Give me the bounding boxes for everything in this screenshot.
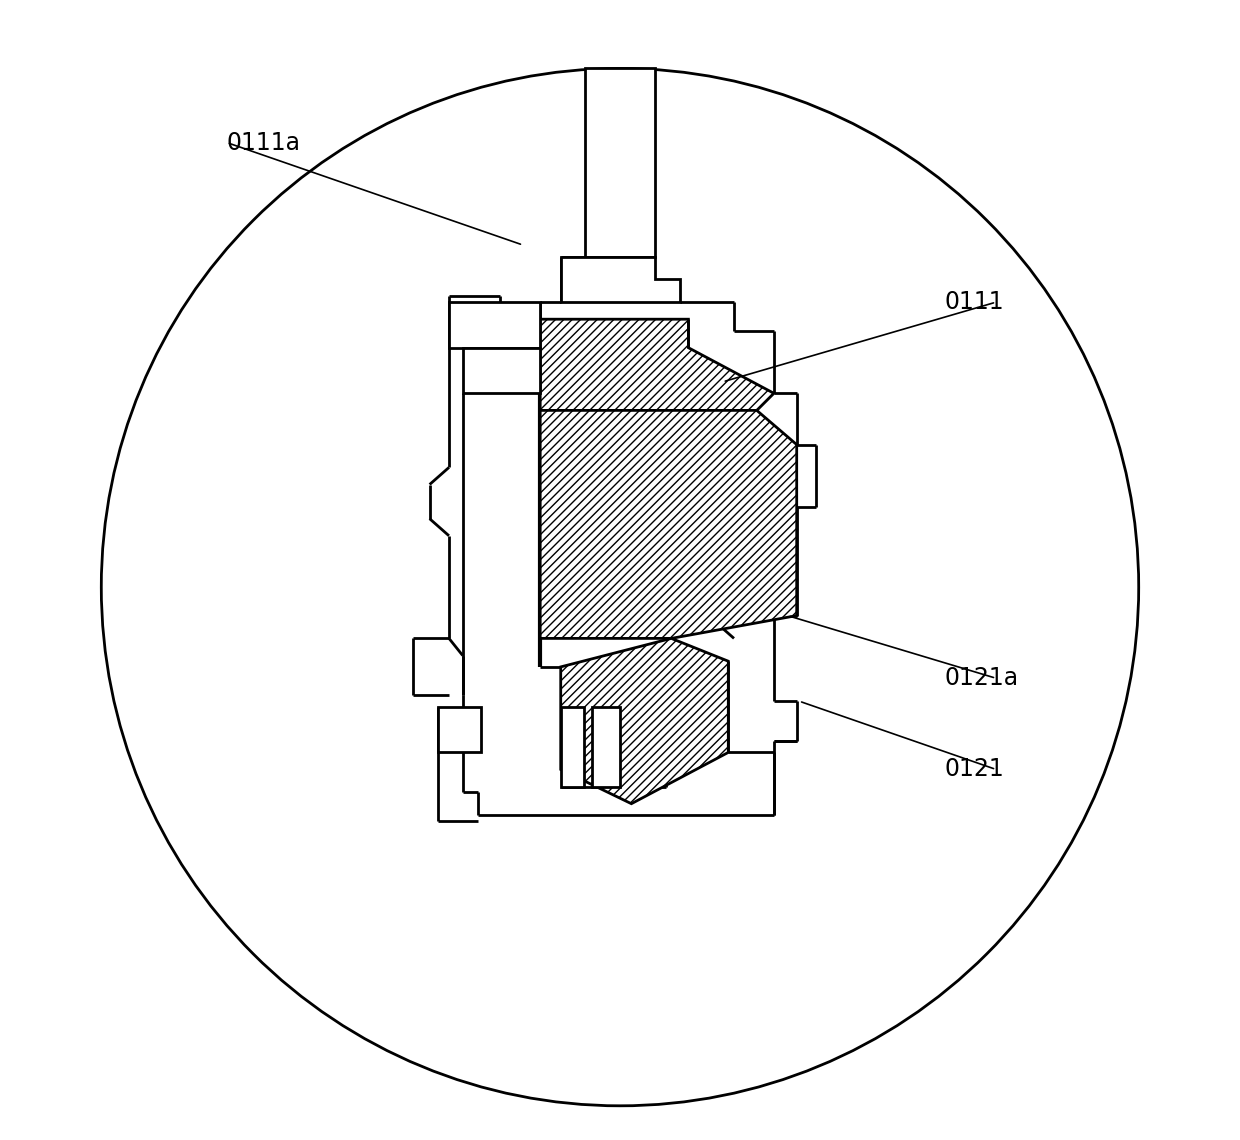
Polygon shape <box>585 68 655 256</box>
Text: 0111: 0111 <box>945 290 1004 315</box>
Text: 0121: 0121 <box>945 757 1004 782</box>
Polygon shape <box>560 256 681 302</box>
Polygon shape <box>449 302 541 348</box>
Polygon shape <box>541 319 774 410</box>
Polygon shape <box>560 638 728 804</box>
Polygon shape <box>463 348 541 393</box>
Text: 0121a: 0121a <box>945 666 1019 691</box>
Polygon shape <box>438 707 481 752</box>
Text: 0111a: 0111a <box>227 130 301 155</box>
Polygon shape <box>560 707 584 787</box>
Polygon shape <box>591 707 620 787</box>
Polygon shape <box>541 410 797 638</box>
